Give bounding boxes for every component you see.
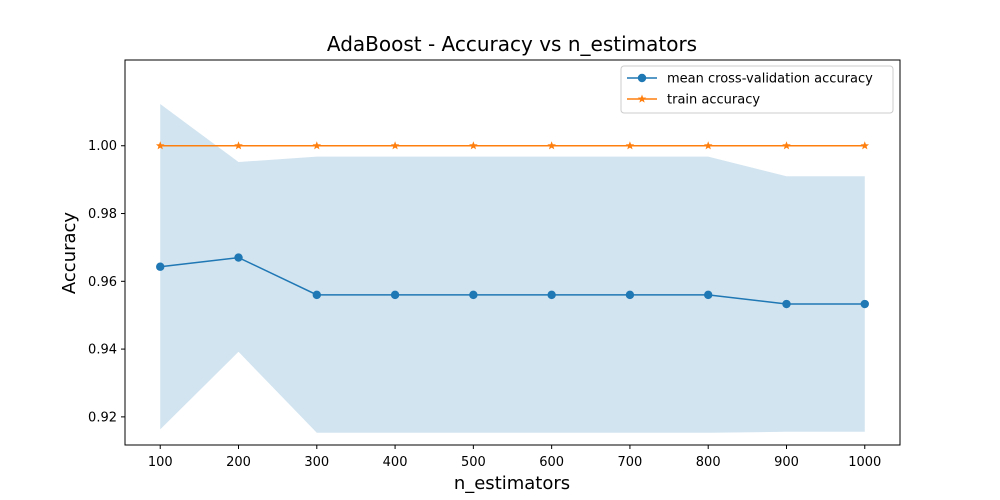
series-0-point: [704, 290, 713, 300]
legend: mean cross-validation accuracy train accu…: [620, 65, 894, 114]
x-tick-label: 900: [774, 455, 799, 470]
plot-area: [155, 104, 870, 433]
series-1-point: [312, 141, 322, 150]
series-0-point: [234, 253, 243, 262]
x-tick-label: 600: [539, 455, 564, 470]
series-0-point: [469, 290, 478, 300]
x-axis-label: n_estimators: [454, 473, 570, 494]
x-tick-label: 1000: [848, 455, 881, 470]
y-tick-label: 0.96: [88, 275, 117, 290]
series-1-point: [469, 141, 478, 150]
plot-frame: [124, 59, 901, 446]
y-tick-label: 0.92: [88, 410, 117, 425]
series-1-point: [390, 141, 400, 150]
legend-box: [620, 65, 894, 114]
legend-marker-0: [637, 73, 647, 83]
cv-std-band: [160, 104, 865, 433]
legend-marker-1: [637, 94, 647, 103]
series-0-point: [782, 299, 791, 309]
series-0-point: [625, 290, 635, 300]
x-tick-label: 300: [304, 455, 329, 470]
series-1-point: [625, 141, 635, 150]
y-tick-label: 1.00: [88, 139, 117, 154]
x-tick-label: 400: [383, 455, 408, 470]
series-1-point: [155, 141, 165, 150]
y-tick-label: 0.94: [88, 343, 117, 358]
x-tick-label: 700: [618, 455, 643, 470]
series-1-point: [234, 141, 243, 150]
x-tick-label: 800: [696, 455, 721, 470]
legend-label-0: mean cross-validation accuracy: [667, 72, 873, 87]
legend-label-1: train accuracy: [667, 93, 760, 108]
series-0-point: [312, 290, 321, 300]
series-0-point: [547, 290, 556, 300]
y-axis-label: Accuracy: [59, 212, 80, 295]
y-tick-label: 0.98: [88, 207, 117, 222]
series-0-point: [390, 290, 400, 300]
series-0-point: [156, 262, 165, 271]
series-0-point: [860, 299, 869, 309]
series-1-point: [860, 141, 870, 150]
x-tick-label: 500: [461, 455, 486, 470]
chart-title: AdaBoost - Accuracy vs n_estimators: [327, 32, 697, 56]
series-1-point: [782, 141, 791, 150]
series-0-line: [160, 256, 865, 305]
x-tick-label: 200: [226, 455, 251, 470]
axes-ticks: 100 200 300 400 500 600 700 800 900 1000 0.92 0.94 0…: [88, 139, 881, 470]
series-1-point: [547, 141, 556, 150]
x-tick-label: 100: [148, 455, 173, 470]
series-1-point: [703, 141, 713, 150]
